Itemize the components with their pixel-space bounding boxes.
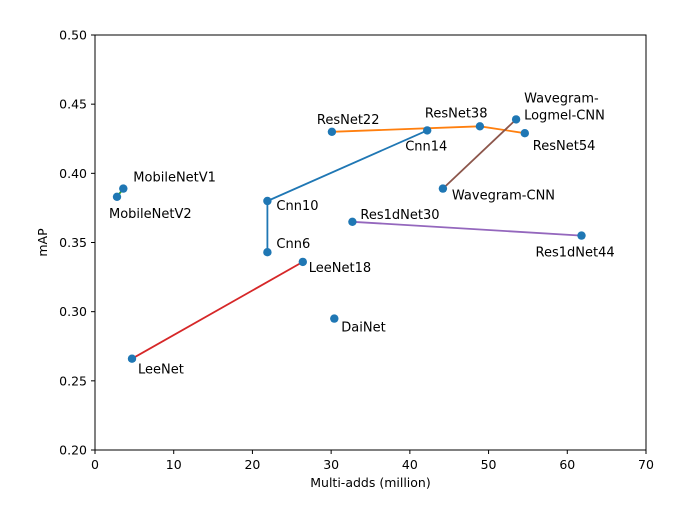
x-tick-label-30: 30 [323,457,339,472]
y-tick-label-0.20: 0.20 [59,443,87,458]
point-res1dnet44 [577,231,586,240]
point-res1dnet30 [348,217,357,226]
point-resnet22 [327,127,337,136]
point-label-resnet22: ResNet22 [317,113,380,128]
series-line-4 [352,220,582,237]
point-wavegram-cnn [438,184,448,193]
y-axis-title: mAP [35,228,50,257]
point-cnn6 [263,248,272,257]
point-cnn10 [263,196,272,206]
point-mobilenetv1 [119,184,128,193]
point-dainet [330,314,339,323]
x-axis-title: Multi-adds (million) [310,475,430,490]
x-tick-label-0: 0 [91,457,99,472]
point-label-mobilenetv2: MobileNetV2 [109,207,192,222]
series-line-5 [442,118,517,190]
point-leenet [127,354,137,363]
point-label-wavegram-cnn: Wavegram-CNN [452,189,555,204]
x-tick-label-60: 60 [559,457,575,472]
x-tick-label-50: 50 [481,457,497,472]
y-tick-label-0.40: 0.40 [59,166,87,181]
point-label-cnn10: Cnn10 [276,199,318,214]
series-line-1 [266,129,428,253]
y-tick-label-0.50: 0.50 [59,28,87,43]
point-label-dainet: DaiNet [341,321,385,336]
series-line-3 [131,261,304,360]
y-tick-label-0.45: 0.45 [59,97,87,112]
axes: 0 10 20 30 40 50 60 70 0.20 0.25 0.30 0.35 0.40 0.45 0… [59,28,654,473]
point-label-leenet18: LeeNet18 [309,261,371,276]
point-label-wavegram-logmel-cnn: Wavegram-Logmel-CNN [524,91,605,123]
point-resnet38 [475,122,485,131]
point-wavegram-logmel-cnn [511,115,521,124]
point-label-res1dnet44: Res1dNet44 [536,246,615,261]
point-label-leenet: LeeNet [138,363,184,378]
point-label-resnet38: ResNet38 [425,106,488,121]
x-tick-label-20: 20 [244,457,260,472]
point-label-mobilenetv1: MobileNetV1 [133,171,216,186]
point-label-cnn14: Cnn14 [405,139,447,154]
x-tick-label-10: 10 [166,457,182,472]
point-leenet18 [298,257,307,267]
y-tick-label-0.30: 0.30 [59,304,87,319]
x-tick-label-40: 40 [402,457,418,472]
y-tick-label-0.35: 0.35 [59,235,87,250]
point-cnn14 [423,126,432,135]
x-tick-label-70: 70 [638,457,654,472]
data-points [112,115,586,363]
point-label-resnet54: ResNet54 [533,139,596,154]
y-tick-label-0.25: 0.25 [59,373,87,388]
point-mobilenetv2 [112,192,122,201]
point-resnet54 [520,129,529,138]
point-labels: MobileNetV1 MobileNetV2 LeeNet LeeNet18 DaiN… [109,91,615,377]
point-label-res1dnet30: Res1dNet30 [360,208,439,223]
point-label-cnn6: Cnn6 [276,237,310,252]
